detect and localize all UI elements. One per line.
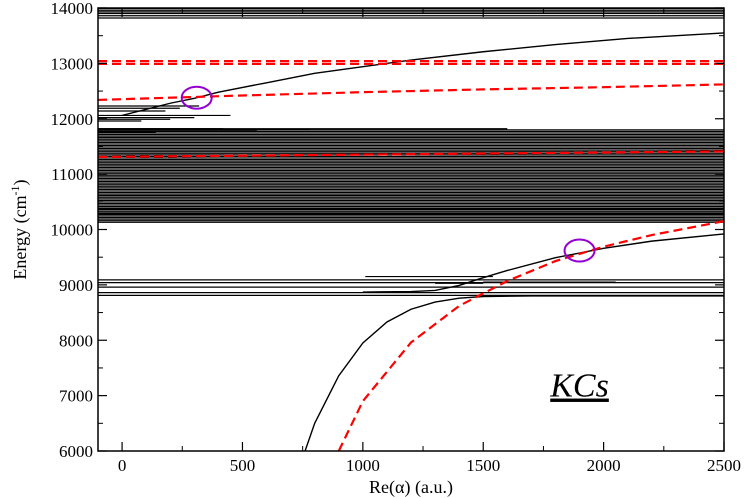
y-axis-label-sup: -1	[8, 185, 22, 195]
series-lower-avoided-crossing-curve-low	[304, 295, 724, 451]
y-tick-label: 12000	[51, 110, 94, 129]
y-tick-label: 11000	[51, 165, 93, 184]
series-lower-diabatic-dashed	[337, 220, 724, 451]
y-tick-label: 10000	[51, 221, 94, 240]
x-tick-label: 1000	[346, 456, 380, 475]
y-tick-label: 13000	[51, 54, 94, 73]
series-lower-avoided-crossing-curve-high	[362, 233, 724, 293]
species-annotation: KCs	[549, 368, 609, 405]
plot-frame	[97, 7, 725, 452]
x-tick-label: 0	[118, 456, 127, 475]
lower-crossing-marker	[563, 238, 596, 263]
x-tick-label: 2000	[587, 456, 621, 475]
y-axis-label-close: )	[10, 179, 31, 185]
y-tick-label: 9000	[59, 276, 93, 295]
x-tick-label: 500	[230, 456, 256, 475]
series-middle-red-dashed	[98, 150, 724, 159]
y-tick-label: 6000	[59, 442, 93, 461]
upper-crossing-marker	[180, 85, 213, 110]
y-axis-label-main: Energy (cm	[10, 195, 31, 279]
x-tick-label: 1500	[466, 456, 500, 475]
series-upper-diabatic-dashed	[98, 83, 724, 102]
y-tick-label: 7000	[59, 387, 93, 406]
y-tick-label: 14000	[51, 0, 94, 18]
x-tick-label: 2500	[707, 456, 741, 475]
y-tick-label: 8000	[59, 331, 93, 350]
y-axis-label: Energy (cm-1)	[8, 179, 31, 279]
series-upper-avoided-crossing-curve	[121, 32, 724, 117]
x-axis-label: Re(α) (a.u.)	[369, 477, 453, 498]
